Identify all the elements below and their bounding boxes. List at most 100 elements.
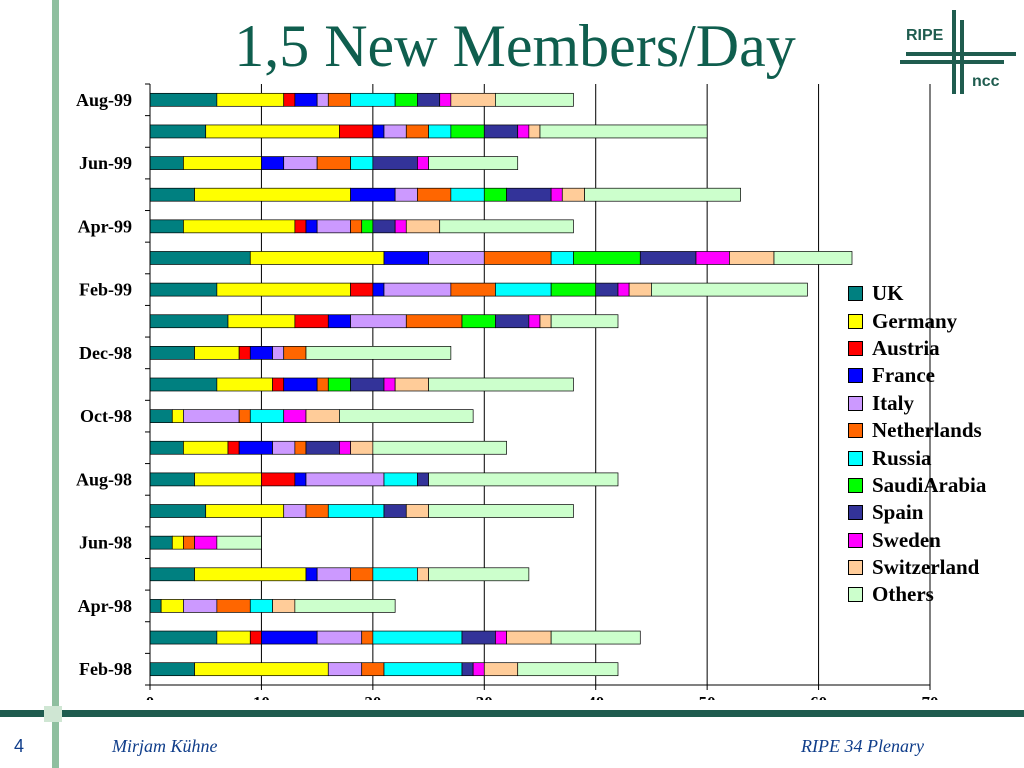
- bar-segment-switzerland-may-98: [417, 567, 429, 582]
- category-label: Oct-98: [80, 406, 132, 426]
- slide-title: 1,5 New Members/Day: [234, 13, 796, 79]
- bar-segment-italy-apr-98: [183, 599, 218, 613]
- legend-label: Switzerland: [872, 555, 980, 580]
- stacked-bar-chart: Feb-98 Apr-98 Jun-98 Aug-98 Oct-98 Dec-98 Feb-…: [76, 83, 939, 700]
- bar-segment-uk-sep-98: [149, 440, 184, 455]
- bar-segment-others-may-99: [584, 187, 741, 202]
- bar-segment-germany-feb-99: [216, 282, 351, 297]
- bar-segment-others-aug-98: [428, 472, 619, 487]
- bar-segment-austria-dec-98: [238, 346, 251, 360]
- bar-segment-russia-jul-99: [428, 124, 452, 139]
- category-label: Feb-99: [79, 280, 132, 300]
- bar-segment-france-feb-99: [372, 282, 385, 297]
- bar-segment-others-apr-98: [294, 599, 396, 613]
- bar-segment-germany-nov-98: [216, 377, 273, 392]
- bar-segment-others-dec-98: [305, 346, 452, 360]
- bar-segment-saudiarabia-nov-98: [327, 377, 351, 392]
- page-number: 4: [14, 736, 25, 756]
- bar-segment-france-jan-99: [327, 314, 351, 329]
- bar-segment-others-jan-99: [550, 314, 619, 329]
- bar-segment-switzerland-jan-99: [539, 314, 552, 329]
- bar-segment-uk-dec-98: [149, 346, 195, 360]
- bar-segment-sweden-mar-99: [695, 251, 730, 265]
- bar-segment-spain-jul-99: [483, 124, 519, 139]
- legend-label: Italy: [872, 390, 914, 415]
- bar-segment-france-nov-98: [283, 377, 318, 392]
- bar-segment-russia-may-99: [450, 187, 485, 202]
- bar-segment-france-sep-98: [238, 440, 273, 455]
- logo-text-top: RIPE: [906, 27, 944, 44]
- bar-segment-sweden-nov-98: [383, 377, 396, 392]
- bar-segment-austria-jul-99: [339, 124, 374, 139]
- bar-segment-spain-mar-98: [461, 630, 496, 645]
- legend-label: Others: [872, 582, 934, 607]
- bar-segment-uk-jun-99: [149, 156, 184, 170]
- bar-segment-uk-aug-99: [149, 92, 218, 107]
- bar-segment-uk-mar-98: [149, 630, 218, 645]
- bar-segment-germany-mar-99: [249, 251, 385, 265]
- bar-segment-others-sep-98: [372, 440, 507, 455]
- bar-segment-spain-aug-98: [417, 472, 429, 487]
- bar-segment-saudiarabia-jan-99: [461, 314, 496, 329]
- bar-segment-italy-jun-99: [283, 156, 318, 170]
- bar-segment-saudiarabia-may-99: [483, 187, 507, 202]
- bar-segment-italy-oct-98: [183, 409, 240, 423]
- bar-segment-others-nov-98: [428, 377, 574, 392]
- bar-segment-uk-mar-99: [149, 251, 251, 265]
- bar-segment-russia-jul-98: [327, 504, 385, 518]
- bar-segment-saudiarabia-mar-99: [573, 251, 641, 265]
- bar-segment-switzerland-mar-98: [506, 630, 552, 645]
- legend-item-sweden: Sweden: [848, 527, 986, 554]
- legend-item-others: Others: [848, 581, 986, 608]
- bar-segment-germany-aug-99: [216, 92, 285, 107]
- legend-label: UK: [872, 281, 904, 306]
- bar-segment-france-jun-99: [261, 156, 285, 170]
- bar-segment-france-may-99: [350, 187, 396, 202]
- bar-segment-sweden-jul-99: [517, 124, 530, 139]
- legend-item-uk: UK: [848, 280, 986, 307]
- bar-segment-germany-jul-98: [205, 504, 285, 518]
- bar-segment-netherlands-jun-98: [183, 535, 195, 550]
- bar-segment-saudiarabia-aug-99: [394, 92, 418, 107]
- bar-segment-austria-aug-98: [261, 472, 296, 487]
- bar-segment-netherlands-mar-99: [483, 251, 552, 265]
- bar-segment-sweden-jun-99: [417, 156, 429, 170]
- bar-segment-germany-jan-99: [227, 314, 296, 329]
- bar-segment-uk-jul-99: [149, 124, 207, 139]
- bar-segment-russia-may-98: [372, 567, 418, 582]
- bar-segment-germany-apr-98: [160, 599, 184, 613]
- bar-segment-others-jul-99: [539, 124, 708, 139]
- bar-segment-russia-apr-98: [249, 599, 273, 613]
- category-label: Dec-98: [79, 343, 132, 363]
- accent-bar-junction: [44, 706, 62, 722]
- bar-segment-sweden-jun-98: [194, 535, 218, 550]
- bar-segment-france-jul-99: [372, 124, 385, 139]
- bar-segment-switzerland-feb-98: [483, 662, 519, 677]
- legend-swatch: [848, 532, 863, 548]
- bar-segment-others-jun-98: [216, 535, 262, 550]
- bar-segment-uk-jan-99: [149, 314, 229, 329]
- bar-segment-italy-mar-98: [316, 630, 363, 645]
- bar-segment-austria-feb-99: [350, 282, 374, 297]
- category-label: Jun-98: [79, 533, 132, 553]
- bar-segment-russia-mar-99: [550, 251, 574, 265]
- bar-segment-italy-may-98: [316, 567, 351, 582]
- bar-segment-france-mar-98: [261, 630, 318, 645]
- legend-label: France: [872, 363, 935, 388]
- bar-segment-germany-jul-99: [205, 124, 340, 139]
- bar-segment-germany-jun-98: [171, 535, 184, 550]
- bar-segment-russia-oct-98: [249, 409, 285, 423]
- bar-segment-russia-jun-99: [350, 156, 374, 170]
- bar-segment-switzerland-aug-99: [450, 92, 496, 107]
- legend-item-italy: Italy: [848, 390, 986, 417]
- legend-label: SaudiArabia: [872, 472, 987, 497]
- bar-segment-netherlands-oct-98: [238, 409, 251, 423]
- bottom-accent-bar: [0, 710, 1024, 717]
- bar-segment-others-feb-99: [651, 282, 808, 297]
- bar-segment-others-jul-98: [428, 504, 574, 518]
- bar-segment-germany-may-98: [194, 567, 307, 582]
- bar-segment-sweden-aug-99: [439, 92, 452, 107]
- bar-segment-switzerland-jul-98: [405, 504, 429, 518]
- bar-segment-austria-apr-99: [294, 219, 307, 234]
- bar-segment-germany-mar-98: [216, 630, 251, 645]
